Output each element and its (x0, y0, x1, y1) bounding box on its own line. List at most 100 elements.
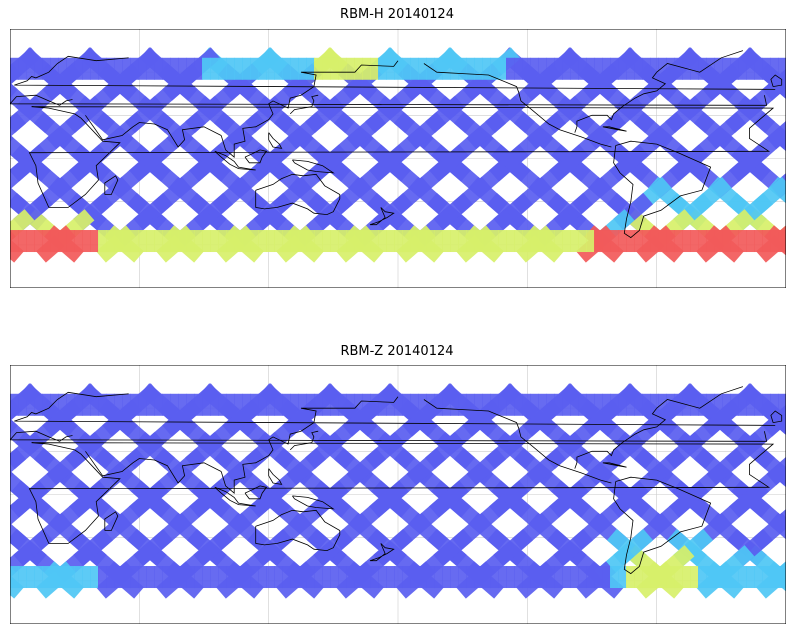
swath-band-cell (450, 57, 459, 80)
swath-band-cell (682, 230, 691, 253)
swath-band-cell (42, 230, 51, 253)
swath-band-cell (338, 230, 347, 253)
swath-band-cell (706, 57, 715, 80)
swath-band-cell (626, 230, 635, 253)
swath-band-cell (426, 57, 435, 80)
swath-band-cell (250, 57, 259, 80)
swath-band-cell (666, 566, 675, 589)
swath-band-cell (514, 57, 523, 80)
swath-band-cell (90, 230, 99, 253)
swath-band-cell (562, 57, 571, 80)
swath-band-cell (162, 230, 171, 253)
swath-band-cell (66, 57, 75, 80)
swath-band-cell (506, 393, 515, 416)
swath-band-cell (58, 566, 67, 589)
swath-band-cell (122, 393, 131, 416)
swath-band-cell (434, 230, 443, 253)
swath-band-cell (602, 230, 611, 253)
swath-band-cell (618, 230, 627, 253)
swath-band-cell (594, 566, 603, 589)
swath-band-cell (362, 566, 371, 589)
swath-band-cell (402, 566, 411, 589)
swath-band-cell (690, 230, 699, 253)
swath-band-cell (674, 566, 683, 589)
swath-band-cell (370, 566, 379, 589)
swath-band-cell (242, 393, 251, 416)
swath-band-cell (626, 566, 635, 589)
swath-band-cell (114, 393, 123, 416)
coastline (28, 106, 775, 208)
swath-band-cell (314, 566, 323, 589)
swath-band-cell (138, 566, 147, 589)
swath-band-cell (754, 566, 763, 589)
swath-band-cell (330, 566, 339, 589)
swath-band-cell (530, 566, 539, 589)
swath-band-cell (82, 230, 91, 253)
swath-band-cell (722, 393, 731, 416)
satellite-swaths (10, 47, 786, 263)
swath-band-cell (626, 57, 635, 80)
swath-band-cell (738, 393, 747, 416)
swath-band-cell (658, 230, 667, 253)
swath-band-cell (346, 230, 355, 253)
swath-band-cell (666, 393, 675, 416)
swath-band-cell (290, 57, 299, 80)
swath-band-cell (258, 57, 267, 80)
swath-band-cell (546, 566, 555, 589)
swath-band-cell (434, 566, 443, 589)
coastline (423, 63, 612, 148)
swath-band-cell (650, 57, 659, 80)
swath-band-cell (402, 230, 411, 253)
swath-band-cell (234, 230, 243, 253)
swath-band-cell (762, 393, 771, 416)
swath-band-cell (498, 393, 507, 416)
swath-band-cell (274, 57, 283, 80)
coastline (268, 468, 283, 485)
swath-band-cell (466, 566, 475, 589)
swath-band-cell (218, 393, 227, 416)
swath-band-cell (194, 393, 203, 416)
swath-band-cell (362, 57, 371, 80)
swath-band-cell (410, 566, 419, 589)
swath-band-cell (362, 230, 371, 253)
swath-band-cell (106, 57, 115, 80)
swath-band-cell (122, 230, 131, 253)
swath-band-cell (706, 566, 715, 589)
swath-band-cell (210, 393, 219, 416)
swath-band-cell (82, 57, 91, 80)
swath-band-cell (290, 230, 299, 253)
swath-band-cell (746, 57, 755, 80)
swath-band-cell (402, 57, 411, 80)
swath-band-cell (138, 230, 147, 253)
swath-band-cell (186, 566, 195, 589)
swath-band-cell (522, 566, 531, 589)
coastline (268, 132, 283, 149)
swath-band-cell (450, 393, 459, 416)
coastline (369, 207, 395, 226)
coastline (574, 71, 667, 133)
swath-band-cell (82, 393, 91, 416)
swath-band-cell (266, 393, 275, 416)
swath-band-cell (642, 230, 651, 253)
swath-band-cell (226, 230, 235, 253)
swath-band-cell (66, 566, 75, 589)
swath-band-cell (674, 230, 683, 253)
swath-band-cell (74, 393, 83, 416)
swath-band-cell (18, 566, 27, 589)
swath-band-cell (570, 230, 579, 253)
swath-band-cell (482, 566, 491, 589)
swath-band-cell (234, 393, 243, 416)
swath-band-cell (250, 230, 259, 253)
map-panel-top (10, 29, 786, 288)
swath-band-cell (506, 230, 515, 253)
swath-band-cell (258, 230, 267, 253)
swath-band-cell (146, 566, 155, 589)
coastline (770, 74, 783, 87)
swath-band-cell (514, 393, 523, 416)
swath-band-cell (242, 230, 251, 253)
swath-band-cell (386, 566, 395, 589)
swath-band-cell (194, 566, 203, 589)
swath-band-cell (546, 230, 555, 253)
swath-band-cell (594, 57, 603, 80)
coastline (214, 486, 256, 507)
